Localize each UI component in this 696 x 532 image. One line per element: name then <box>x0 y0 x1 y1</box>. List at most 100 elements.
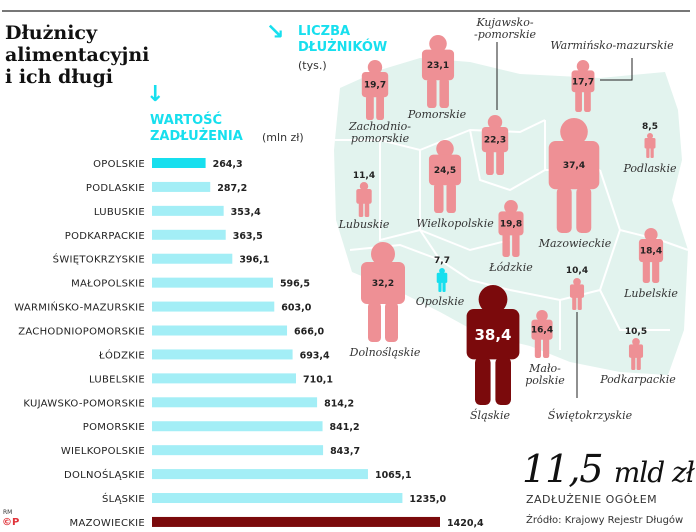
page-title: Dłużnicy alimentacyjni i ich długi <box>5 22 150 88</box>
figure-value-label: 23,1 <box>427 61 449 71</box>
figure-leg <box>358 201 364 217</box>
bar <box>152 158 206 168</box>
figure-leg <box>572 295 577 310</box>
bar-category-label: ZACHODNIOPOMORSKIE <box>18 327 145 338</box>
figure-leg <box>438 280 442 292</box>
debtor-figure <box>428 140 462 213</box>
figure-leg <box>486 150 494 175</box>
figure-leg <box>364 201 370 217</box>
figure-body <box>498 211 524 236</box>
bar-category-label: LUBUSKIE <box>94 207 145 218</box>
total-value: 11,5 mld zł <box>522 448 695 494</box>
figure-head <box>487 115 503 130</box>
bar <box>152 373 296 384</box>
bar-category-label: KUJAWSKO-POMORSKIE <box>23 398 145 409</box>
bar-value-label: 710,1 <box>303 374 333 385</box>
debtor-figure <box>466 285 520 405</box>
region-name-label: Łódzkie <box>488 261 533 274</box>
bar <box>152 445 324 456</box>
figure-body <box>548 141 600 190</box>
figure-leg <box>376 95 384 120</box>
bar <box>152 421 323 432</box>
figure-leg <box>385 302 398 342</box>
region-name-label: Śląskie <box>470 408 510 422</box>
bar <box>152 181 211 192</box>
figure-head <box>573 278 581 286</box>
bar-category-label: MAZOWIECKIE <box>70 518 145 529</box>
bar-value-label: 596,5 <box>280 279 310 290</box>
figure-body <box>436 272 448 283</box>
region-name-label: Opolskie <box>416 295 465 308</box>
figure-value-label: 10,4 <box>566 266 588 276</box>
figure-body <box>466 309 520 360</box>
debtor-figure <box>628 338 644 370</box>
region-name-label: Zachodnio- <box>348 120 411 133</box>
figure-leg <box>495 357 511 405</box>
figure-body <box>481 127 509 153</box>
region-name-label: pomorskie <box>351 132 410 145</box>
figure-leg <box>534 337 542 358</box>
bar-category-label: WIELKOPOLSKIE <box>61 446 145 457</box>
figure-body <box>428 154 462 186</box>
total-unit: mld zł <box>613 456 695 489</box>
bar-value-label: 264,3 <box>213 159 243 170</box>
bar-category-label: DOLNOŚLĄSKIE <box>64 468 145 481</box>
region-border <box>419 229 511 291</box>
region-border <box>349 243 441 261</box>
bar-category-label: PODKARPACKIE <box>65 231 145 242</box>
region-name-label: Kujawsko- <box>475 16 533 29</box>
figure-value-label: 38,4 <box>474 326 511 344</box>
figure-body <box>421 49 455 81</box>
figure-value-label: 19,7 <box>364 81 386 91</box>
bar-value-label: 353,4 <box>231 207 261 218</box>
figure-leg <box>652 260 660 283</box>
figure-body <box>361 72 389 98</box>
bar-legend-title: WARTOŚĆ ZADŁUŻENIA <box>150 113 243 144</box>
figure-head <box>536 310 548 322</box>
figure-head <box>647 133 653 139</box>
leader-line <box>600 58 633 81</box>
bar-value-label: 843,7 <box>330 446 360 457</box>
figure-value-label: 10,5 <box>625 327 647 337</box>
figure-value-label: 19,8 <box>500 219 522 229</box>
bar <box>152 516 440 527</box>
figure-body <box>356 189 372 204</box>
bar-value-label: 1235,0 <box>409 494 446 505</box>
figure-value-label: 37,4 <box>563 161 585 171</box>
figure-head <box>504 200 518 214</box>
top-rule <box>2 10 690 12</box>
figure-leg <box>427 78 437 108</box>
bar-value-label: 666,0 <box>294 327 324 338</box>
debtor-figure <box>531 310 553 358</box>
figure-head <box>478 285 508 314</box>
figure-head <box>439 268 445 274</box>
debtor-figure <box>571 60 595 112</box>
region-border <box>599 289 670 331</box>
region-name-label: -pomorskie <box>474 28 537 41</box>
figure-value-label: 7,7 <box>434 256 450 266</box>
bar-category-label: ŁÓDZKIE <box>98 348 145 361</box>
region-name-label: Podkarpackie <box>599 373 676 386</box>
debtor-figure <box>421 35 455 108</box>
figure-body <box>638 239 664 263</box>
debtor-figure <box>361 59 389 120</box>
figure-leg <box>496 150 504 175</box>
bar <box>152 397 318 408</box>
figure-leg <box>439 78 449 108</box>
debtor-figure <box>436 268 448 292</box>
figure-value-label: 24,5 <box>434 166 456 176</box>
figure-leg <box>446 183 456 213</box>
region-name-label: Dolnośląskie <box>349 346 421 359</box>
bar <box>152 349 293 360</box>
bar-value-label: 363,5 <box>233 231 263 242</box>
figure-head <box>436 140 454 158</box>
figure-value-label: 17,7 <box>572 77 594 87</box>
bar-category-label: ŚLĄSKIE <box>102 492 145 505</box>
figure-body <box>361 262 405 304</box>
figure-leg <box>584 90 591 112</box>
debtor-figure <box>644 133 656 158</box>
region-name-label: Pomorskie <box>407 108 467 121</box>
credit-rm: RM <box>3 509 13 516</box>
